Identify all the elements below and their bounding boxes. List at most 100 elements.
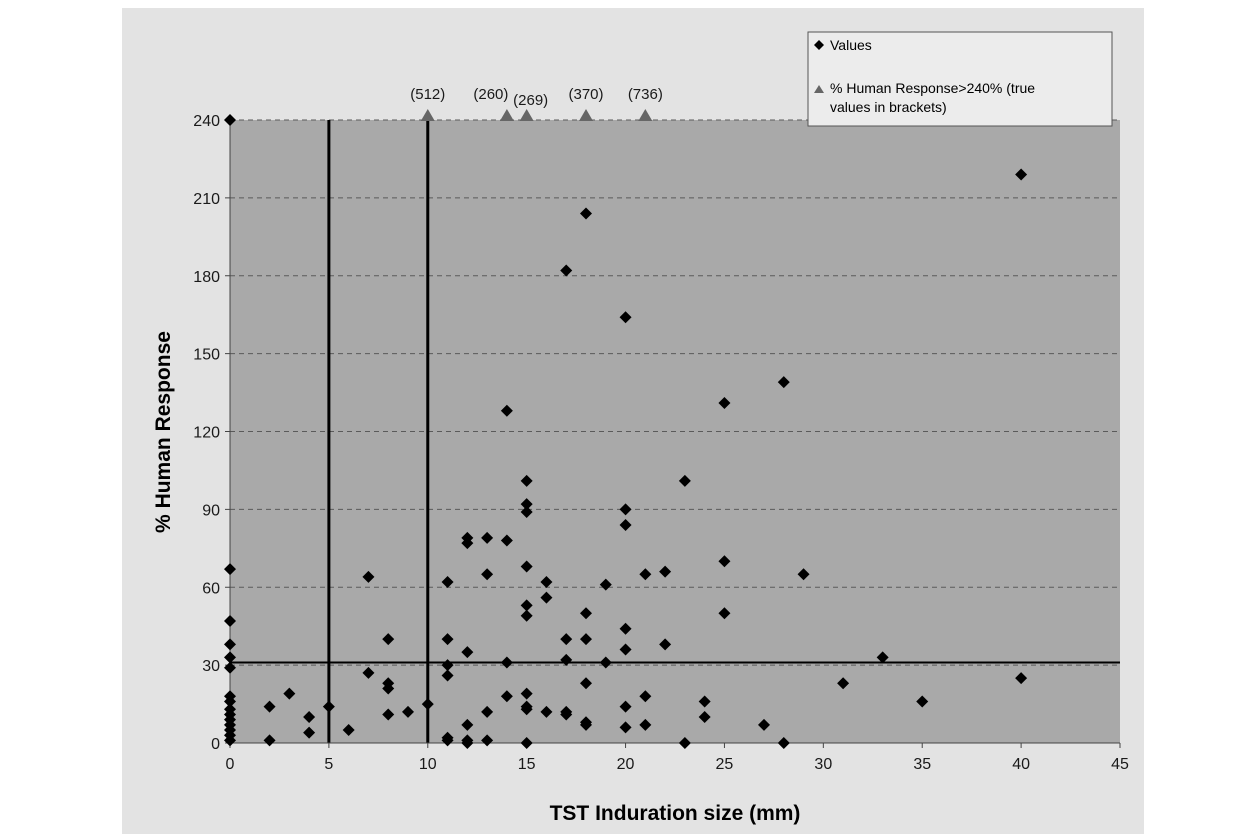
x-tick-label: 40: [1012, 756, 1030, 773]
data-point: [461, 646, 474, 659]
overflow-marker: [499, 109, 514, 121]
data-point: [619, 311, 632, 324]
legend-triangle-icon: [814, 85, 824, 93]
x-tick-label: 15: [518, 756, 536, 773]
data-point: [520, 474, 533, 487]
data-point: [777, 376, 790, 389]
data-point: [698, 695, 711, 708]
data-point: [619, 518, 632, 531]
data-point: [520, 687, 533, 700]
legend: Values % Human Response>240% (true value…: [807, 31, 1113, 127]
data-point: [263, 700, 276, 713]
data-point: [758, 718, 770, 731]
y-axis-title: % Human Response: [152, 331, 175, 533]
data-point: [224, 638, 236, 651]
data-point: [639, 568, 652, 581]
data-point: [500, 690, 513, 703]
y-tick-label: 150: [193, 347, 220, 364]
data-point: [382, 708, 395, 721]
data-point: [619, 622, 632, 635]
legend-diamond-icon: [814, 40, 824, 50]
data-point: [540, 576, 553, 589]
data-point: [1015, 168, 1028, 181]
x-tick-label: 25: [716, 756, 734, 773]
legend-box: [807, 31, 1113, 127]
y-tick-label: 120: [193, 425, 220, 442]
data-point: [837, 677, 850, 690]
x-tick-label: 20: [617, 756, 635, 773]
data-point: [402, 705, 414, 718]
data-point: [421, 698, 434, 711]
data-point: [382, 682, 395, 695]
data-point: [362, 666, 375, 679]
data-point: [777, 737, 790, 749]
data-point: [520, 505, 533, 518]
data-point: [520, 737, 533, 749]
data-point: [263, 734, 276, 747]
data-point: [303, 711, 316, 724]
data-point: [520, 560, 533, 573]
data-point: [678, 737, 691, 749]
y-tick-label: 90: [202, 502, 220, 519]
data-point: [678, 474, 691, 487]
y-tick-label: 180: [193, 269, 220, 286]
data-point: [639, 718, 652, 731]
data-point: [619, 700, 632, 713]
legend-label-values: Values: [830, 37, 872, 53]
data-point: [224, 734, 236, 747]
data-point: [580, 633, 592, 646]
data-point: [520, 703, 533, 716]
data-point: [500, 656, 513, 669]
overflow-value-label: (269): [513, 92, 548, 109]
data-point: [580, 207, 592, 220]
data-point: [560, 264, 573, 277]
legend-label-overflow-line2: values in brackets): [830, 99, 947, 115]
data-point: [322, 700, 335, 713]
data-point: [224, 695, 236, 708]
data-point: [441, 633, 454, 646]
data-point: [876, 651, 889, 664]
gridlines: [230, 119, 1120, 666]
reference-lines: [230, 120, 1120, 743]
x-ticks: 0 5 10 15 20 25 30 35 40 45: [226, 743, 1129, 773]
data-point: [599, 578, 612, 591]
data-point: [224, 614, 236, 627]
x-tick-label: 30: [814, 756, 832, 773]
data-point: [481, 705, 494, 718]
y-tick-label: 0: [211, 736, 220, 753]
data-point: [461, 718, 474, 731]
data-point: [659, 565, 672, 578]
legend-label-overflow-line1: % Human Response>240% (true: [830, 80, 1035, 96]
data-points: [224, 114, 1028, 749]
overflow-marker: [638, 109, 653, 121]
data-point: [441, 669, 454, 682]
x-tick-label: 5: [324, 756, 333, 773]
data-point: [560, 708, 573, 721]
data-point: [441, 576, 454, 589]
data-point: [224, 563, 236, 576]
y-tick-label: 210: [193, 191, 220, 208]
data-point: [283, 687, 296, 700]
data-point: [718, 555, 731, 568]
data-point: [500, 404, 513, 417]
data-point: [441, 734, 454, 747]
y-tick-label: 60: [202, 580, 220, 597]
data-point: [659, 638, 672, 651]
data-point: [580, 677, 592, 690]
overflow-marker: [519, 109, 534, 121]
data-point: [382, 633, 395, 646]
data-point: [461, 737, 474, 749]
overflow-value-label: (370): [568, 86, 603, 103]
data-point: [619, 643, 632, 656]
data-point: [520, 498, 533, 511]
data-point: [599, 656, 612, 669]
y-ticks: 0 30 60 90 120 150 180 210 240: [193, 113, 230, 753]
data-point: [303, 726, 316, 739]
data-point: [461, 537, 474, 550]
data-point: [362, 570, 375, 583]
data-point: [520, 599, 533, 612]
data-point: [441, 659, 454, 672]
data-point: [500, 534, 513, 547]
scatter-chart: 0 5 10 15 20 25 30 35 40 45 0 30 60 90 120 150 180 210 24…: [152, 31, 1129, 825]
data-point: [481, 531, 494, 544]
